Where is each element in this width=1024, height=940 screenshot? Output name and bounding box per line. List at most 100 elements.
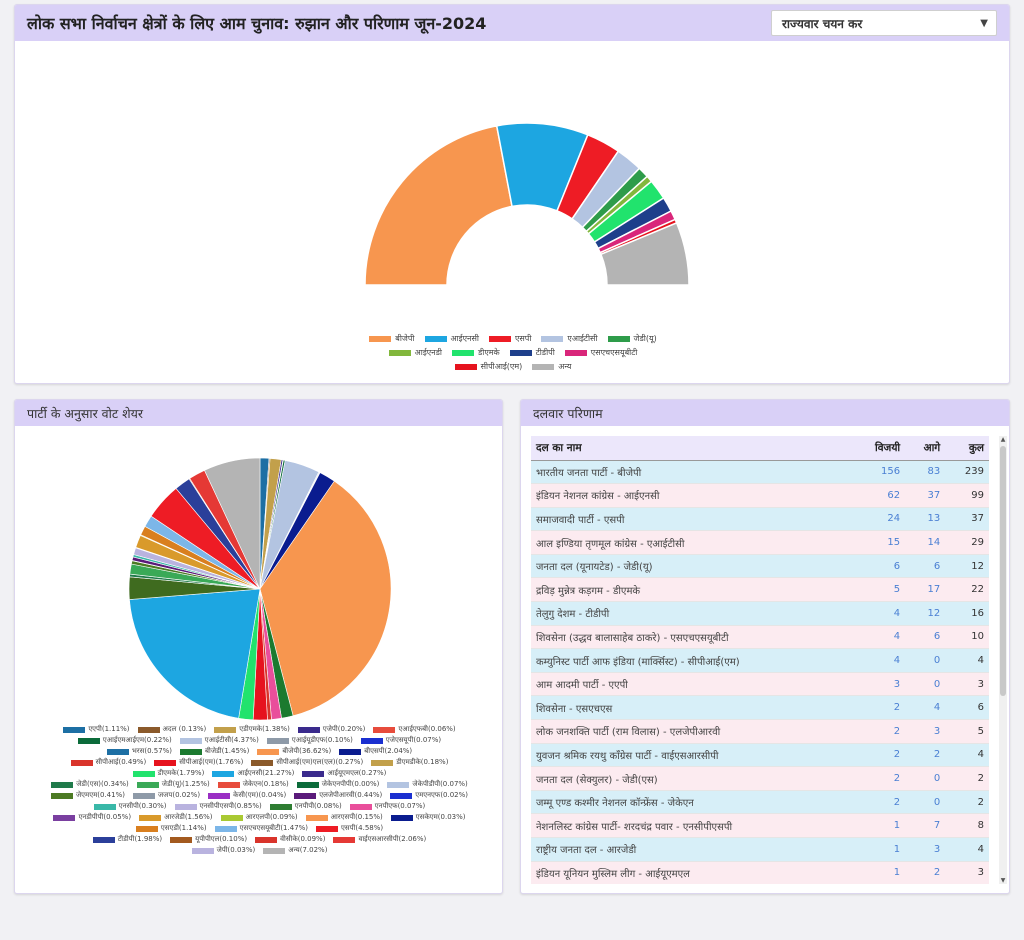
table-row[interactable]: युवजन श्रमिक रयथु कॉंग्रेस पार्टी - वाईए…	[531, 743, 989, 768]
table-row[interactable]: भारतीय जनता पार्टी - बीजेपी 156 83 239	[531, 460, 989, 485]
legend-item[interactable]: एआईएमआईएम(0.22%)	[77, 736, 172, 745]
legend-item[interactable]: आरएलपी(0.09%)	[220, 813, 298, 822]
won-cell[interactable]: 4	[852, 625, 906, 650]
won-cell[interactable]: 15	[852, 530, 906, 555]
table-scrollbar[interactable]: ▲ ▼	[999, 436, 1007, 884]
legend-item[interactable]: भरस(0.57%)	[106, 747, 172, 756]
won-cell[interactable]: 2	[852, 790, 906, 815]
table-row[interactable]: आम आदमी पार्टी - एएपी 3 0 3	[531, 672, 989, 697]
lead-cell[interactable]: 0	[905, 648, 946, 673]
legend-item[interactable]: एसपी	[488, 333, 531, 344]
legend-item[interactable]: एजेपी(0.20%)	[297, 725, 365, 734]
table-row[interactable]: राष्ट्रीय जनता दल - आरजेडी 1 3 4	[531, 837, 989, 862]
legend-item[interactable]: जेडी(एस)(0.34%)	[51, 780, 129, 789]
won-cell[interactable]: 5	[852, 577, 906, 603]
legend-item[interactable]: एसपी(4.58%)	[316, 824, 383, 833]
legend-item[interactable]: जेडी(यू)	[607, 333, 657, 344]
lead-cell[interactable]: 0	[905, 790, 946, 815]
lead-cell[interactable]: 14	[905, 530, 946, 555]
legend-item[interactable]: जजप(0.02%)	[132, 791, 200, 800]
table-row[interactable]: शिवसेना (उद्धव बालासाहेब ठाकरे) - एसएचएस…	[531, 625, 989, 650]
lead-cell[interactable]: 83	[905, 460, 946, 485]
won-cell[interactable]: 2	[852, 695, 906, 721]
legend-item[interactable]: बीजेपी(36.62%)	[257, 747, 331, 756]
legend-item[interactable]: टीडीपी	[509, 347, 555, 358]
legend-item[interactable]: एनडीपीपी(0.05%)	[53, 813, 131, 822]
scrollbar-thumb[interactable]	[1000, 446, 1006, 696]
lead-cell[interactable]: 0	[905, 766, 946, 791]
table-row[interactable]: कम्युनिस्ट पार्टी आफ इंडिया (मार्क्सिस्ट…	[531, 648, 989, 673]
table-row[interactable]: जनता दल (यूनायटेड) - जेडी(यू) 6 6 12	[531, 554, 989, 579]
legend-item[interactable]: अदल (0.13%)	[137, 725, 206, 734]
legend-item[interactable]: एनपीपी(0.08%)	[269, 802, 342, 811]
legend-item[interactable]: अन्य	[532, 361, 571, 372]
won-cell[interactable]: 1	[852, 861, 906, 884]
legend-item[interactable]: एलजेपीआरवी(0.44%)	[294, 791, 382, 800]
lead-cell[interactable]: 13	[905, 507, 946, 532]
legend-item[interactable]: बीएसपी(2.04%)	[339, 747, 412, 756]
scroll-up-icon[interactable]: ▲	[1000, 436, 1006, 443]
col-total[interactable]: कुल	[945, 436, 989, 461]
vote-slice-10[interactable]	[259, 480, 392, 717]
legend-item[interactable]: एआईयूडीएफ(0.10%)	[266, 736, 353, 745]
col-lead[interactable]: आगे	[905, 436, 946, 461]
legend-item[interactable]: एआईएफबी(0.06%)	[373, 725, 456, 734]
table-row[interactable]: तेलुगु देशम - टीडीपी 4 12 16	[531, 601, 989, 626]
legend-item[interactable]: डीएमडीके(0.18%)	[371, 758, 448, 767]
legend-item[interactable]: एडीएमके(1.38%)	[214, 725, 290, 734]
legend-item[interactable]: जेकेएनपीपी(0.00%)	[296, 780, 379, 789]
legend-item[interactable]: आरएसपी(0.15%)	[305, 813, 383, 822]
legend-item[interactable]: सीपीआई(एम)एल(एल)(0.27%)	[251, 758, 363, 767]
legend-item[interactable]: जेएमएम(0.41%)	[50, 791, 125, 800]
legend-item[interactable]: आरजेडी(1.56%)	[139, 813, 213, 822]
table-row[interactable]: शिवसेना - एसएचएस 2 4 6	[531, 695, 989, 721]
legend-item[interactable]: एनसीपी(0.30%)	[93, 802, 167, 811]
lead-cell[interactable]: 4	[905, 695, 946, 721]
won-cell[interactable]: 6	[852, 554, 906, 579]
lead-cell[interactable]: 0	[905, 672, 946, 697]
legend-item[interactable]: आईएनडी	[388, 347, 442, 358]
legend-item[interactable]: एसएचएसयूबीटी	[564, 347, 637, 358]
table-row[interactable]: जनता दल (सेक्युलर) - जेडी(एस) 2 0 2	[531, 766, 989, 791]
legend-item[interactable]: एसएडी(1.14%)	[135, 824, 207, 833]
lead-cell[interactable]: 6	[905, 554, 946, 579]
won-cell[interactable]: 2	[852, 743, 906, 768]
state-select-dropdown[interactable]: राज्यवार चयन कर ▼	[771, 10, 997, 36]
legend-item[interactable]: टीडीपी(1.98%)	[92, 835, 162, 844]
table-row[interactable]: लोक जनशक्ति पार्टी (राम विलास) - एलजेपीआ…	[531, 719, 989, 744]
lead-cell[interactable]: 6	[905, 625, 946, 650]
won-cell[interactable]: 156	[852, 460, 906, 485]
legend-item[interactable]: बीजेपी	[369, 333, 415, 344]
won-cell[interactable]: 24	[852, 507, 906, 532]
lead-cell[interactable]: 17	[905, 577, 946, 603]
legend-item[interactable]: एसएचएसयूबीटी(1.47%)	[214, 824, 308, 833]
lead-cell[interactable]: 3	[905, 719, 946, 744]
legend-item[interactable]: एजेएसयूपी(0.07%)	[360, 736, 441, 745]
legend-item[interactable]: आईएनसी	[424, 333, 479, 344]
lead-cell[interactable]: 2	[905, 861, 946, 884]
vote-slice-34[interactable]	[204, 457, 261, 590]
legend-item[interactable]: यूपीपीएल(0.10%)	[170, 835, 247, 844]
won-cell[interactable]: 4	[852, 601, 906, 626]
won-cell[interactable]: 1	[852, 837, 906, 862]
legend-item[interactable]: वीसीके(0.09%)	[255, 835, 325, 844]
won-cell[interactable]: 3	[852, 672, 906, 697]
legend-item[interactable]: सीपीआई(0.49%)	[70, 758, 146, 767]
scroll-down-icon[interactable]: ▼	[1000, 877, 1006, 884]
won-cell[interactable]: 2	[852, 766, 906, 791]
table-row[interactable]: इंडियन यूनियन मुस्लिम लीग - आईयूएमएल 1 2 3	[531, 861, 989, 884]
legend-item[interactable]: केसी(एम)(0.04%)	[208, 791, 286, 800]
table-row[interactable]: द्रविड़ मुन्नेत्र कड़गम - डीएमके 5 17 22	[531, 577, 989, 603]
col-won[interactable]: विजयी	[852, 436, 906, 461]
legend-item[interactable]: जेडी(यू)(1.25%)	[136, 780, 210, 789]
results-table-scroll[interactable]: दल का नाम विजयी आगे कुल भारतीय जनता पार्…	[531, 436, 997, 884]
lead-cell[interactable]: 2	[905, 743, 946, 768]
legend-item[interactable]: एनपीएफ(0.07%)	[349, 802, 425, 811]
table-row[interactable]: इंडियन नेशनल कांग्रेस - आईएनसी 62 37 99	[531, 483, 989, 508]
legend-item[interactable]: एआईटीसी	[541, 333, 598, 344]
legend-item[interactable]: सीपीआई(एम)	[454, 361, 522, 372]
legend-item[interactable]: जेकेपीडीपी(0.07%)	[387, 780, 468, 789]
seat-slice-10[interactable]	[599, 221, 690, 286]
lead-cell[interactable]: 12	[905, 601, 946, 626]
won-cell[interactable]: 4	[852, 648, 906, 673]
